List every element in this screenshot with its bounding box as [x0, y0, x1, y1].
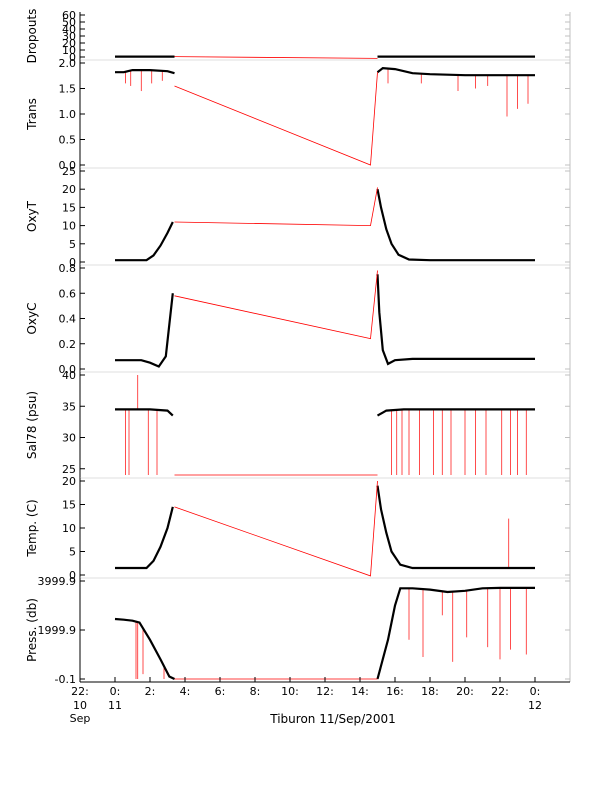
x-tick-label: 12: — [316, 685, 334, 698]
x-tick-label: 22: — [71, 685, 89, 698]
series-line-black — [376, 408, 535, 417]
x-tick-label: 22: — [491, 685, 509, 698]
series-line-black — [376, 188, 535, 262]
series-line-black — [376, 66, 535, 77]
y-tick-label: 0.8 — [59, 262, 77, 275]
x-tick-label: 6: — [215, 685, 226, 698]
series-line-black — [115, 293, 174, 368]
y-tick-label: 1.0 — [59, 108, 77, 121]
panel-4: 0.0 0.2 0.4 0.6 0.8 OxyC — [25, 262, 571, 376]
x-tick-label: 14: — [351, 685, 369, 698]
y-tick-label: 20 — [62, 37, 76, 50]
y-tick-label: 10 — [62, 522, 76, 535]
panel-7: -0.1 1999.9 3999.9 Press. (db) — [25, 575, 571, 686]
series-line-black — [376, 274, 535, 366]
y-tick-label: 20 — [62, 475, 76, 488]
y-tick-label: 15 — [62, 201, 76, 214]
y-tick-label: 30 — [62, 30, 76, 43]
y-tick-label: 0.2 — [59, 338, 77, 351]
y-tick-label: 60 — [62, 9, 76, 22]
series-line-red — [174, 480, 378, 577]
series-line-red — [174, 56, 378, 59]
series-line-red — [174, 187, 378, 227]
x-tick-label: 0: — [530, 685, 541, 698]
y-axis-title: Sal78 (psu) — [25, 391, 39, 459]
chart-caption: Tiburon 11/Sep/2001 — [269, 712, 395, 726]
series-line-red — [174, 72, 378, 166]
y-tick-label: 0 — [69, 51, 76, 64]
y-axis-title: OxyT — [25, 200, 39, 232]
series-line-black — [115, 221, 174, 262]
series-line-black — [115, 408, 174, 417]
y-tick-label: 40 — [62, 369, 76, 382]
x-tick-month-label: Sep — [70, 712, 91, 725]
y-tick-label: 15 — [62, 499, 76, 512]
series-line-black — [114, 617, 175, 680]
panel-3: 0 5 10 15 20 25 OxyT — [25, 165, 571, 269]
series-line-black — [376, 485, 535, 570]
x-tick-label: 8: — [250, 685, 261, 698]
y-tick-label: 50 — [62, 16, 76, 29]
series-line-red — [174, 270, 378, 340]
y-axis-title: Temp. (C) — [25, 499, 39, 557]
chart-panels: 0102030405060Dropouts0.00.51.01.52.0Tran… — [25, 9, 571, 686]
y-tick-label: 0.4 — [59, 313, 77, 326]
y-tick-label: 10 — [62, 44, 76, 57]
x-tick-label: 10: — [281, 685, 299, 698]
y-axis-title: Trans — [25, 98, 39, 131]
x-tick-sublabel: 12 — [528, 699, 542, 712]
y-tick-label: 1999.9 — [38, 624, 77, 637]
panel-2: 0.0 0.5 1.0 1.5 2.0 Trans — [25, 57, 571, 172]
y-tick-label: 0.0 — [59, 159, 77, 172]
y-tick-label: 0.6 — [59, 287, 77, 300]
y-tick-label: 30 — [62, 432, 76, 445]
y-tick-label: -0.1 — [55, 673, 76, 686]
y-tick-label: 2.0 — [59, 57, 77, 70]
y-tick-label: 35 — [62, 400, 76, 413]
y-tick-label: 1.5 — [59, 83, 77, 96]
y-tick-label: 20 — [62, 183, 76, 196]
x-tick-sublabel: 10 — [73, 699, 87, 712]
panel-6: 0 5 10 15 20 Temp. (C) — [25, 475, 571, 582]
y-tick-label: 25 — [62, 463, 76, 476]
x-tick-label: 4: — [180, 685, 191, 698]
y-tick-label: 5 — [69, 238, 76, 251]
panel-5: 25 30 35 40 Sal78 (psu) — [25, 369, 571, 479]
y-axis-title: OxyC — [25, 302, 39, 334]
y-axis-title: Dropouts — [25, 9, 39, 64]
series-line-black — [115, 68, 175, 75]
series-line-black — [376, 586, 535, 680]
x-tick-label: 2: — [145, 685, 156, 698]
y-tick-label: 0.0 — [59, 363, 77, 376]
x-tick-label: 20: — [456, 685, 474, 698]
y-tick-label: 25 — [62, 165, 76, 178]
y-tick-label: 3999.9 — [38, 575, 77, 588]
y-tick-label: 10 — [62, 220, 76, 233]
y-tick-label: 0 — [69, 256, 76, 269]
x-tick-label: 16: — [386, 685, 404, 698]
y-tick-label: 40 — [62, 23, 76, 36]
y-tick-label: 0 — [69, 569, 76, 582]
y-axis-title: Press. (db) — [25, 598, 39, 662]
x-tick-sublabel: 11 — [108, 699, 122, 712]
x-tick-label: 18: — [421, 685, 439, 698]
y-tick-label: 5 — [69, 546, 76, 559]
series-line-black — [115, 506, 174, 570]
y-tick-label: 0.5 — [59, 134, 77, 147]
x-tick-label: 0: — [110, 685, 121, 698]
